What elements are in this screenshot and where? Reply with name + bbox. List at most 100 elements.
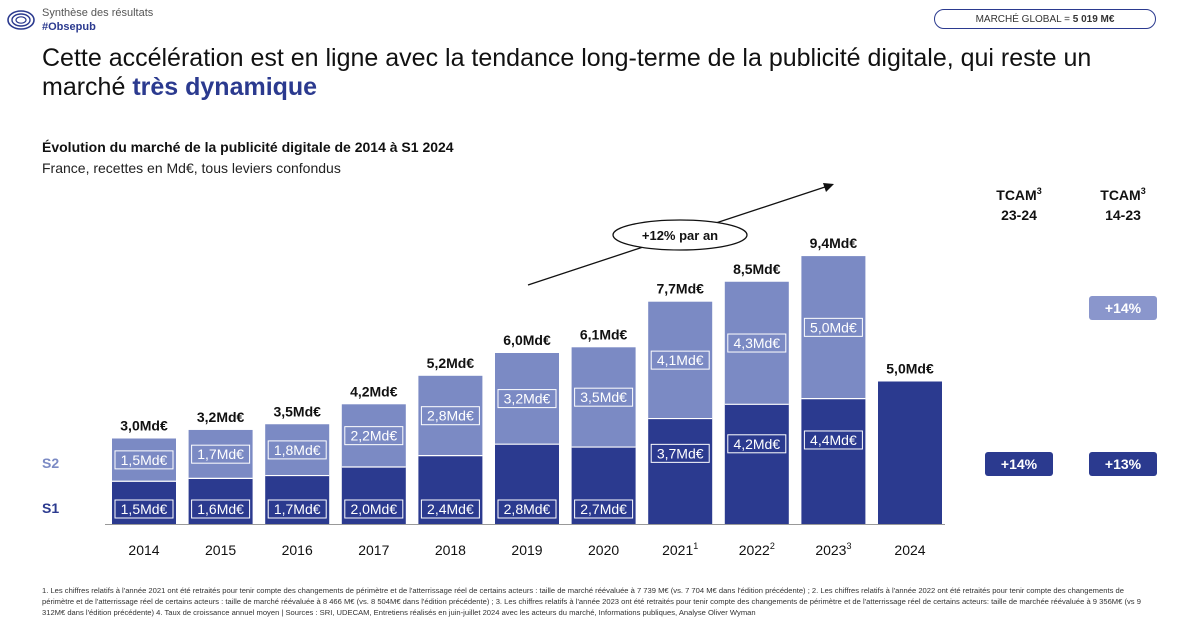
segment-label-s1: 2,0Md€ <box>350 501 397 517</box>
bar-chart: 1,5Md€ 1,5Md€ 3,0Md€ 2014 1,7Md€ 1,6Md€ 3,2Md€… <box>42 183 1157 558</box>
segment-label-s2: 1,7Md€ <box>197 446 244 462</box>
header: Synthèse des résultats #Obsepub MARCHÉ G… <box>0 0 1200 40</box>
page-title: Cette accélération est en ligne avec la … <box>42 44 1142 102</box>
segment-label-box <box>420 406 480 426</box>
bar-s1 <box>648 418 713 524</box>
market-label: MARCHÉ GLOBAL = <box>975 14 1073 25</box>
trend-annotation-bubble <box>612 219 748 251</box>
trend-annotation: +12% par an <box>642 228 718 243</box>
bar-s2 <box>495 353 559 445</box>
segment-label-s1: 3,7Md€ <box>657 445 704 461</box>
segment-label-s1: 2,4Md€ <box>427 501 474 517</box>
segment-label-box <box>574 387 634 407</box>
x-tick-label: 2024 <box>894 542 925 558</box>
segment-label-s2: 1,5Md€ <box>121 452 168 468</box>
bar-s1 <box>341 467 406 524</box>
tcam-col2-title: TCAM3 <box>1100 186 1145 203</box>
total-label: 8,5Md€ <box>733 261 781 277</box>
x-tick-label: 2016 <box>282 542 313 558</box>
segment-label-box <box>420 499 480 519</box>
tcam-badge-s2-14-23-box <box>1089 296 1157 320</box>
segment-label-box <box>497 389 557 409</box>
x-tick-label: 2015 <box>205 542 236 558</box>
headline-text: Cette accélération est en ligne avec la … <box>42 44 1092 101</box>
x-tick-label: 2014 <box>128 542 159 558</box>
segment-label-box <box>267 440 327 460</box>
tcam-badge-s2-14-23: +14% <box>1105 300 1142 316</box>
segment-label-box <box>803 430 863 450</box>
total-label: 3,5Md€ <box>273 403 321 419</box>
segment-label-box <box>344 426 404 446</box>
total-label: 5,2Md€ <box>427 355 475 371</box>
bar-s2 <box>418 375 483 456</box>
tcam-badge-23-24: +14% <box>1001 456 1038 472</box>
trend-arrow-head-icon <box>823 183 834 192</box>
bar-s2 <box>724 281 789 405</box>
segment-label-s2: 2,2Md€ <box>350 428 397 444</box>
segment-label-box <box>650 350 710 370</box>
segment-label-s2: 4,3Md€ <box>733 335 780 351</box>
segment-label-s2: 3,2Md€ <box>504 391 551 407</box>
segment-label-s2: 1,8Md€ <box>274 442 321 458</box>
bar-s1 <box>418 455 483 524</box>
segment-label-box <box>114 499 174 519</box>
series-label-s2: S2 <box>42 455 59 471</box>
tcam-badge-23-24-box <box>985 452 1053 476</box>
segment-label-s1: 1,6Md€ <box>197 501 244 517</box>
x-tick-superscript: 3 <box>846 541 851 551</box>
headline-emphasis: très dynamique <box>132 73 318 101</box>
market-value: 5 019 M€ <box>1072 14 1115 25</box>
bar-s1 <box>112 481 176 524</box>
total-label: 7,7Md€ <box>656 281 704 297</box>
segment-label-s1: 1,5Md€ <box>121 501 168 517</box>
tcam-col1-title: TCAM3 <box>996 186 1041 203</box>
bar-s1 <box>878 381 942 524</box>
bar-s2 <box>341 404 406 467</box>
x-tick-label: 2019 <box>511 542 542 558</box>
bar-s2 <box>112 438 176 482</box>
tcam-col1-period: 23-24 <box>1001 207 1037 223</box>
total-label: 5,0Md€ <box>886 361 934 377</box>
total-label: 9,4Md€ <box>810 235 858 251</box>
segment-label-box <box>727 434 787 454</box>
segment-label-box <box>344 499 404 519</box>
x-tick-superscript: 1 <box>693 541 698 551</box>
segment-label-box <box>650 443 710 463</box>
x-tick-superscript: 2 <box>770 541 775 551</box>
tcam-col1-superscript: 3 <box>1037 186 1042 196</box>
tcam-badge-14-23-box <box>1089 452 1157 476</box>
bar-s1 <box>188 478 253 524</box>
total-label: 6,1Md€ <box>580 326 628 342</box>
bar-s1 <box>571 447 636 524</box>
x-tick-label: 2018 <box>435 542 466 558</box>
chart-title: Évolution du marché de la publicité digi… <box>42 139 454 155</box>
obsepub-logo-icon <box>7 10 35 30</box>
report-title: Synthèse des résultats <box>42 7 154 19</box>
bar-s1 <box>724 404 789 524</box>
segment-label-box <box>803 317 863 337</box>
segment-label-box <box>191 499 251 519</box>
segment-label-box <box>114 450 174 470</box>
bar-s2 <box>571 347 636 448</box>
segment-label-s1: 2,7Md€ <box>580 501 627 517</box>
bar-s2 <box>265 424 330 476</box>
segment-label-s2: 2,8Md€ <box>427 408 474 424</box>
bar-s2 <box>801 256 866 399</box>
segment-label-box <box>574 499 634 519</box>
segment-label-s2: 5,0Md€ <box>810 319 857 335</box>
x-tick-label: 20211 <box>662 541 698 558</box>
footnote: 1. Les chiffres relatifs à l'année 2021 … <box>42 586 1141 617</box>
bar-s2 <box>188 429 253 479</box>
segment-label-s2: 4,1Md€ <box>657 352 704 368</box>
bar-s1 <box>801 398 866 524</box>
tcam-col2-period: 14-23 <box>1105 207 1141 223</box>
market-global-badge: MARCHÉ GLOBAL = 5 019 M€ <box>934 9 1156 29</box>
total-label: 3,2Md€ <box>197 409 245 425</box>
segment-label-s2: 3,5Md€ <box>580 389 627 405</box>
x-tick-label: 2017 <box>358 542 389 558</box>
segment-label-s1: 4,2Md€ <box>733 436 780 452</box>
x-tick-label: 20222 <box>739 541 775 558</box>
segment-label-box <box>497 499 557 519</box>
segment-label-box <box>267 499 327 519</box>
chart-subtitle: France, recettes en Md€, tous leviers co… <box>42 160 341 176</box>
